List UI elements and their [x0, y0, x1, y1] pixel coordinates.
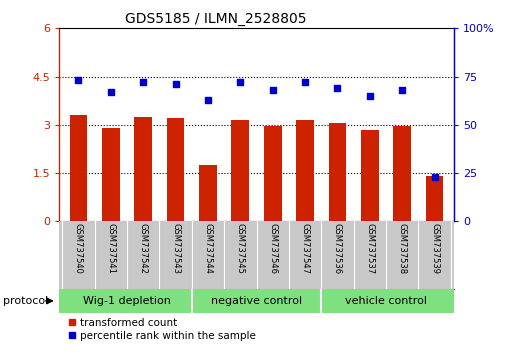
- Point: [269, 87, 277, 93]
- Bar: [361, 130, 379, 221]
- Point: [204, 97, 212, 103]
- Text: GSM737542: GSM737542: [139, 223, 148, 274]
- Point: [301, 80, 309, 85]
- Text: GDS5185 / ILMN_2528805: GDS5185 / ILMN_2528805: [125, 12, 306, 27]
- Bar: [264, 126, 282, 221]
- Bar: [70, 115, 87, 221]
- Point: [430, 174, 439, 180]
- Point: [398, 87, 406, 93]
- Text: Wig-1 depletion: Wig-1 depletion: [83, 296, 171, 306]
- Bar: [328, 123, 346, 221]
- Bar: [167, 118, 185, 221]
- Bar: [199, 165, 217, 221]
- Bar: [426, 176, 443, 221]
- Text: GSM737539: GSM737539: [430, 223, 439, 274]
- Text: protocol: protocol: [3, 296, 48, 306]
- Point: [107, 89, 115, 95]
- Point: [366, 93, 374, 99]
- Point: [333, 85, 342, 91]
- Point: [171, 81, 180, 87]
- Point: [139, 80, 147, 85]
- Text: negative control: negative control: [211, 296, 302, 306]
- Text: GSM737541: GSM737541: [106, 223, 115, 274]
- Text: GSM737537: GSM737537: [365, 223, 374, 274]
- Text: GSM737544: GSM737544: [204, 223, 212, 274]
- Bar: [134, 117, 152, 221]
- Bar: [296, 120, 314, 221]
- Bar: [102, 128, 120, 221]
- Text: GSM737546: GSM737546: [268, 223, 277, 274]
- Bar: [393, 126, 411, 221]
- Text: GSM737547: GSM737547: [301, 223, 309, 274]
- Text: GSM737545: GSM737545: [236, 223, 245, 274]
- Point: [74, 78, 83, 83]
- Text: GSM737536: GSM737536: [333, 223, 342, 274]
- Text: GSM737543: GSM737543: [171, 223, 180, 274]
- Text: vehicle control: vehicle control: [345, 296, 427, 306]
- Text: GSM737540: GSM737540: [74, 223, 83, 274]
- Legend: transformed count, percentile rank within the sample: transformed count, percentile rank withi…: [64, 314, 260, 345]
- Point: [236, 80, 244, 85]
- Text: GSM737538: GSM737538: [398, 223, 407, 274]
- Bar: [231, 120, 249, 221]
